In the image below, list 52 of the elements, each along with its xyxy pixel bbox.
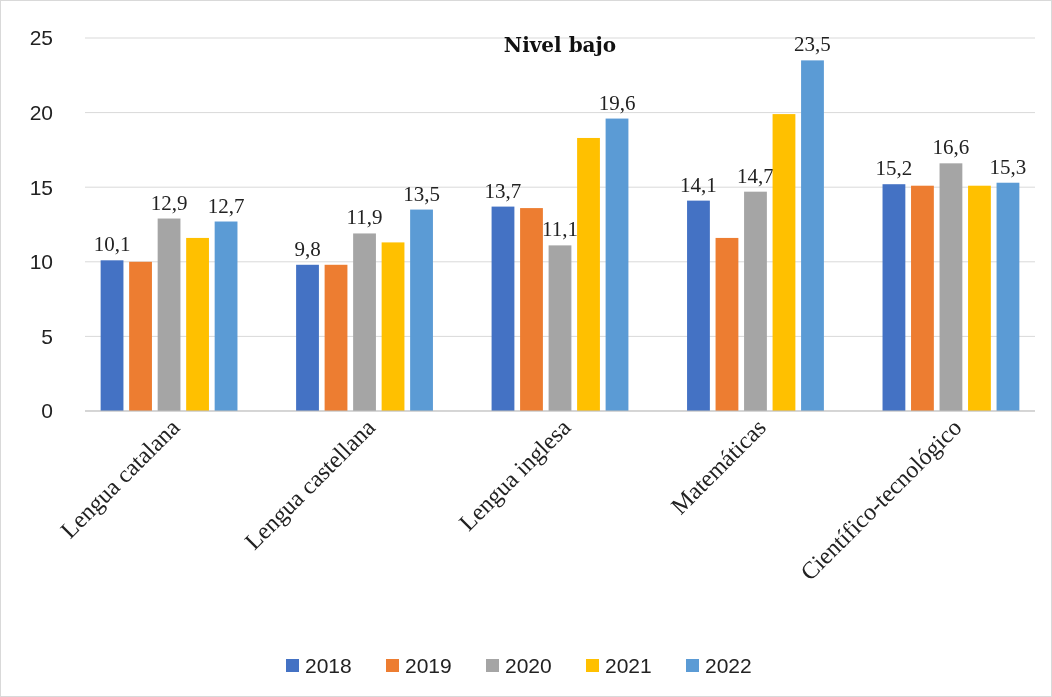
bar	[100, 260, 124, 411]
data-label: 13,5	[403, 181, 440, 206]
bar	[744, 191, 767, 411]
data-label: 15,3	[989, 154, 1027, 179]
chart-title: Nivel bajo	[503, 33, 617, 57]
y-tick-label: 15	[29, 175, 53, 199]
bar	[410, 209, 433, 411]
bar	[772, 114, 796, 411]
bar	[381, 242, 405, 411]
data-label: 11,9	[346, 205, 383, 230]
bar	[186, 237, 209, 411]
bar	[577, 137, 600, 411]
data-label: 13,7	[484, 178, 522, 203]
data-label: 11,1	[542, 217, 578, 242]
bar	[801, 60, 824, 411]
data-label: 12,7	[207, 193, 245, 218]
data-label: 19,6	[598, 90, 636, 115]
data-label: 23,5	[794, 32, 831, 57]
bar	[911, 185, 934, 411]
bar	[491, 206, 515, 411]
data-label: 15,2	[875, 156, 913, 181]
bar	[353, 233, 376, 411]
bar	[996, 182, 1020, 411]
bar	[129, 261, 152, 411]
y-tick-label: 0	[41, 399, 53, 423]
legend-label: 2022	[705, 654, 752, 678]
data-label: 9,8	[294, 236, 321, 261]
bar	[687, 200, 710, 411]
bar	[715, 237, 739, 411]
bar	[324, 264, 348, 411]
data-label: 16,6	[932, 135, 970, 160]
legend-label: 2018	[305, 654, 352, 678]
data-label: 10,1	[93, 232, 131, 257]
bar	[968, 185, 991, 411]
bar	[548, 245, 572, 411]
bar	[882, 184, 906, 411]
bar	[296, 264, 319, 411]
legend-label: 2019	[405, 654, 452, 678]
y-tick-label: 5	[41, 324, 53, 348]
data-label: 14,1	[680, 172, 717, 197]
legend-label: 2021	[605, 654, 652, 678]
legend-label: 2020	[505, 654, 552, 678]
bar	[214, 221, 238, 411]
data-label: 14,7	[737, 163, 774, 188]
y-tick-label: 25	[29, 26, 53, 50]
y-tick-label: 10	[29, 250, 53, 274]
bar	[520, 208, 543, 411]
bar	[157, 218, 181, 411]
bar	[605, 118, 629, 411]
bar	[939, 163, 963, 411]
y-tick-label: 20	[29, 100, 53, 124]
data-label: 12,9	[150, 190, 188, 215]
